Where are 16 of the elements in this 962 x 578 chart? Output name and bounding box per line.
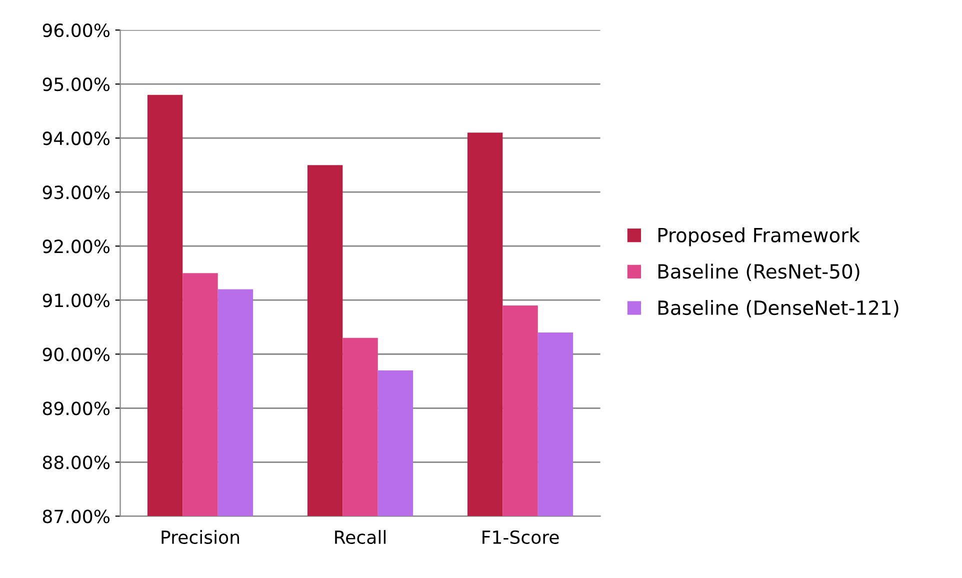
x-tick-label: Recall	[335, 530, 386, 544]
x-tick-label: F1-Score	[482, 530, 559, 544]
legend-label: Proposed Framework	[658, 227, 860, 246]
legend-label: Baseline (DenseNet-121)	[658, 300, 898, 318]
x-tick-label: Precision	[162, 530, 239, 544]
legend-label: Baseline (ResNet-50)	[658, 264, 860, 282]
y-tick-label: 88.00%	[42, 456, 110, 470]
y-tick-label: 90.00%	[42, 348, 110, 362]
y-tick-label: 87.00%	[42, 510, 110, 524]
y-tick-label: 93.00%	[42, 186, 110, 200]
y-tick-label: 95.00%	[42, 78, 110, 92]
y-tick-label: 91.00%	[42, 294, 110, 308]
y-tick-label: 96.00%	[42, 24, 110, 38]
y-tick-label: 92.00%	[42, 240, 110, 254]
y-tick-label: 94.00%	[42, 132, 110, 146]
y-tick-label: 89.00%	[42, 402, 110, 416]
